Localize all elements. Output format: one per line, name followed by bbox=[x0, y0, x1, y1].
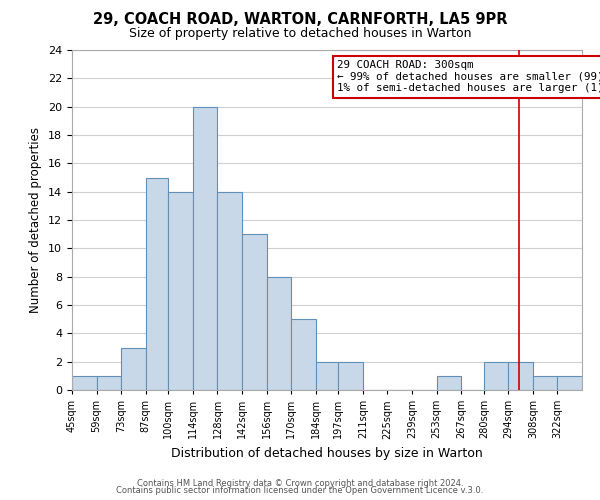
Bar bbox=[533, 376, 557, 390]
X-axis label: Distribution of detached houses by size in Warton: Distribution of detached houses by size … bbox=[171, 447, 483, 460]
Bar bbox=[169, 192, 193, 390]
Bar bbox=[266, 276, 291, 390]
Text: Size of property relative to detached houses in Warton: Size of property relative to detached ho… bbox=[129, 28, 471, 40]
Y-axis label: Number of detached properties: Number of detached properties bbox=[29, 127, 43, 313]
Bar bbox=[316, 362, 338, 390]
Bar bbox=[97, 376, 121, 390]
Bar bbox=[217, 192, 242, 390]
Bar bbox=[338, 362, 363, 390]
Bar bbox=[72, 376, 97, 390]
Bar bbox=[193, 106, 217, 390]
Text: 29 COACH ROAD: 300sqm
← 99% of detached houses are smaller (99)
1% of semi-detac: 29 COACH ROAD: 300sqm ← 99% of detached … bbox=[337, 60, 600, 94]
Bar bbox=[291, 319, 316, 390]
Text: 29, COACH ROAD, WARTON, CARNFORTH, LA5 9PR: 29, COACH ROAD, WARTON, CARNFORTH, LA5 9… bbox=[93, 12, 507, 28]
Text: Contains public sector information licensed under the Open Government Licence v.: Contains public sector information licen… bbox=[116, 486, 484, 495]
Bar bbox=[508, 362, 533, 390]
Bar bbox=[437, 376, 461, 390]
Bar bbox=[121, 348, 146, 390]
Bar bbox=[484, 362, 508, 390]
Text: Contains HM Land Registry data © Crown copyright and database right 2024.: Contains HM Land Registry data © Crown c… bbox=[137, 478, 463, 488]
Bar bbox=[557, 376, 582, 390]
Bar bbox=[146, 178, 169, 390]
Bar bbox=[242, 234, 266, 390]
